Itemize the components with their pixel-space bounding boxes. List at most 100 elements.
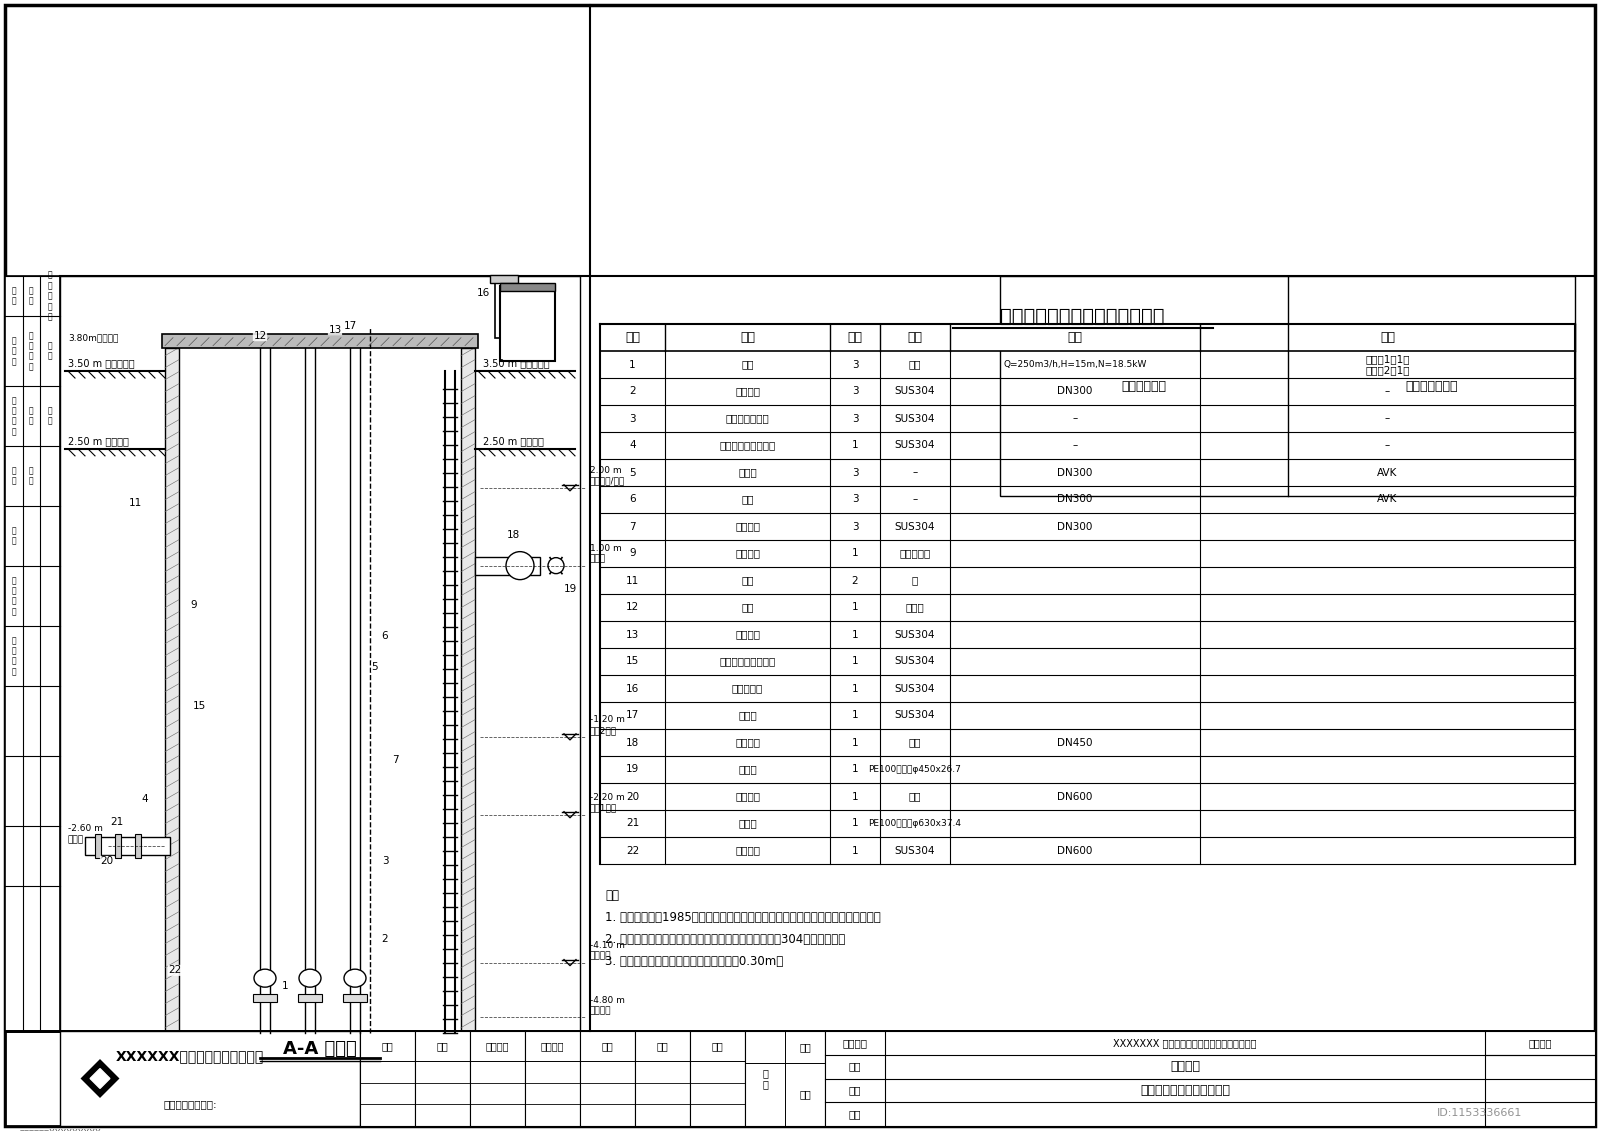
Text: DN300: DN300 xyxy=(1058,387,1093,397)
Text: 压力管道: 压力管道 xyxy=(734,521,760,532)
Text: 1: 1 xyxy=(851,710,858,720)
Text: 3.80m泵站顶部: 3.80m泵站顶部 xyxy=(67,334,118,343)
Text: 日期: 日期 xyxy=(798,1089,811,1099)
Bar xyxy=(165,1033,475,1043)
Text: 2.00 m
最高水位/警告: 2.00 m 最高水位/警告 xyxy=(590,466,626,486)
Text: XXXXXXX 一体式污水提升泵站及配套管网工程: XXXXXXX 一体式污水提升泵站及配套管网工程 xyxy=(1114,1038,1256,1048)
Text: 柔性接头: 柔性接头 xyxy=(734,792,760,802)
Text: 专
业: 专 业 xyxy=(29,286,34,305)
Text: DN600: DN600 xyxy=(1058,846,1093,855)
Text: DN300: DN300 xyxy=(1058,467,1093,477)
Ellipse shape xyxy=(254,969,277,987)
Text: 6: 6 xyxy=(382,631,389,640)
Text: 2: 2 xyxy=(382,934,389,944)
Text: 7: 7 xyxy=(392,756,398,766)
Text: 9: 9 xyxy=(190,599,197,610)
Text: 专
业
负
责
人: 专 业 负 责 人 xyxy=(48,270,53,321)
Text: 铝: 铝 xyxy=(912,576,918,586)
Bar xyxy=(579,1031,635,1126)
Text: 2: 2 xyxy=(629,387,635,397)
Text: 提篮格栅不锈钢导轨: 提篮格栅不锈钢导轨 xyxy=(720,440,776,450)
Bar xyxy=(165,347,179,1033)
Text: 成品泵房工艺设计图（二）: 成品泵房工艺设计图（二） xyxy=(1139,1083,1230,1097)
Bar xyxy=(61,1031,360,1126)
Text: -4.80 m
泵站底部: -4.80 m 泵站底部 xyxy=(590,995,626,1016)
Text: –: – xyxy=(912,467,918,477)
Text: DN300: DN300 xyxy=(1058,494,1093,504)
Text: 项目负责: 项目负责 xyxy=(486,1041,509,1051)
Text: 17: 17 xyxy=(344,321,357,330)
Text: 13: 13 xyxy=(328,325,342,335)
Text: DN300: DN300 xyxy=(1058,521,1093,532)
Text: 进水管: 进水管 xyxy=(738,819,757,829)
Bar xyxy=(61,276,579,1071)
Text: 21: 21 xyxy=(110,818,123,828)
Text: 审核: 审核 xyxy=(437,1041,448,1051)
Text: 工程名称: 工程名称 xyxy=(843,1038,867,1048)
Text: SUS304: SUS304 xyxy=(894,710,936,720)
Text: 电气控制柜: 电气控制柜 xyxy=(731,683,763,693)
Text: 7: 7 xyxy=(629,521,635,532)
Text: 地址：浙江省XXXXXXXXX: 地址：浙江省XXXXXXXXX xyxy=(19,1128,102,1131)
Text: 出水管: 出水管 xyxy=(738,765,757,775)
Bar xyxy=(690,1031,746,1126)
Text: 暖
通
空
调: 暖 通 空 调 xyxy=(11,636,16,676)
Bar xyxy=(470,1031,525,1126)
Bar xyxy=(461,347,475,1033)
Text: 数量: 数量 xyxy=(848,331,862,344)
Bar xyxy=(600,323,1574,351)
Text: 2.50 m 现状地面: 2.50 m 现状地面 xyxy=(483,435,544,446)
Text: 13: 13 xyxy=(626,630,638,639)
Text: -1.20 m
起泵2液位: -1.20 m 起泵2液位 xyxy=(590,716,626,735)
Text: -4.10 m
停泵液位: -4.10 m 停泵液位 xyxy=(590,941,626,960)
Text: 9: 9 xyxy=(629,549,635,559)
Text: 1: 1 xyxy=(282,981,288,991)
Text: 压力传感器及保护管: 压力传感器及保护管 xyxy=(720,656,776,666)
Text: 工程设计等级证书:: 工程设计等级证书: xyxy=(163,1099,218,1110)
Text: 版次: 版次 xyxy=(798,1042,811,1052)
Text: 3: 3 xyxy=(851,494,858,504)
Text: 1: 1 xyxy=(851,630,858,639)
Text: SUS304: SUS304 xyxy=(894,521,936,532)
Text: 柔性接头: 柔性接头 xyxy=(734,737,760,748)
Text: 自
控
仪
表: 自 控 仪 表 xyxy=(11,576,16,616)
Bar xyxy=(1000,276,1574,497)
Text: AVK: AVK xyxy=(1378,467,1398,477)
Ellipse shape xyxy=(506,552,534,580)
Text: 2: 2 xyxy=(851,576,858,586)
Text: 铸铁: 铸铁 xyxy=(909,360,922,370)
Text: SUS304: SUS304 xyxy=(894,656,936,666)
Text: 维修平台: 维修平台 xyxy=(734,549,760,559)
Text: 编号: 编号 xyxy=(626,331,640,344)
Text: 通风管: 通风管 xyxy=(738,710,757,720)
Text: 制图: 制图 xyxy=(712,1041,723,1051)
Text: 5: 5 xyxy=(629,467,635,477)
Text: 注：: 注： xyxy=(605,889,619,903)
Text: 自藕底座: 自藕底座 xyxy=(734,387,760,397)
Bar xyxy=(115,834,122,857)
Text: 橡胶: 橡胶 xyxy=(909,737,922,748)
Text: 总 审: 总 审 xyxy=(26,1106,38,1115)
Text: –: – xyxy=(1072,414,1078,423)
Text: 审定: 审定 xyxy=(382,1041,394,1051)
Text: 橡胶: 橡胶 xyxy=(909,792,922,802)
Text: SUS304: SUS304 xyxy=(894,630,936,639)
Text: 19: 19 xyxy=(563,584,576,594)
Text: 水泵不锈钢导轨: 水泵不锈钢导轨 xyxy=(726,414,770,423)
Text: 铝合金: 铝合金 xyxy=(906,603,925,613)
Bar xyxy=(520,334,531,361)
Text: 给
排
水: 给 排 水 xyxy=(11,336,16,366)
Text: 暖
通: 暖 通 xyxy=(11,286,16,305)
Text: SUS304: SUS304 xyxy=(894,387,936,397)
Text: 4: 4 xyxy=(629,440,635,450)
Text: 18: 18 xyxy=(626,737,638,748)
Text: 井盖: 井盖 xyxy=(741,603,754,613)
Bar xyxy=(475,556,541,575)
Text: –: – xyxy=(1386,440,1390,450)
Polygon shape xyxy=(82,1061,118,1096)
Text: 水泵: 水泵 xyxy=(741,360,754,370)
Text: 泵站工程: 泵站工程 xyxy=(1170,1060,1200,1073)
Text: 图号: 图号 xyxy=(848,1110,861,1120)
Text: 校对: 校对 xyxy=(602,1041,613,1051)
Text: 注释: 注释 xyxy=(1379,331,1395,344)
